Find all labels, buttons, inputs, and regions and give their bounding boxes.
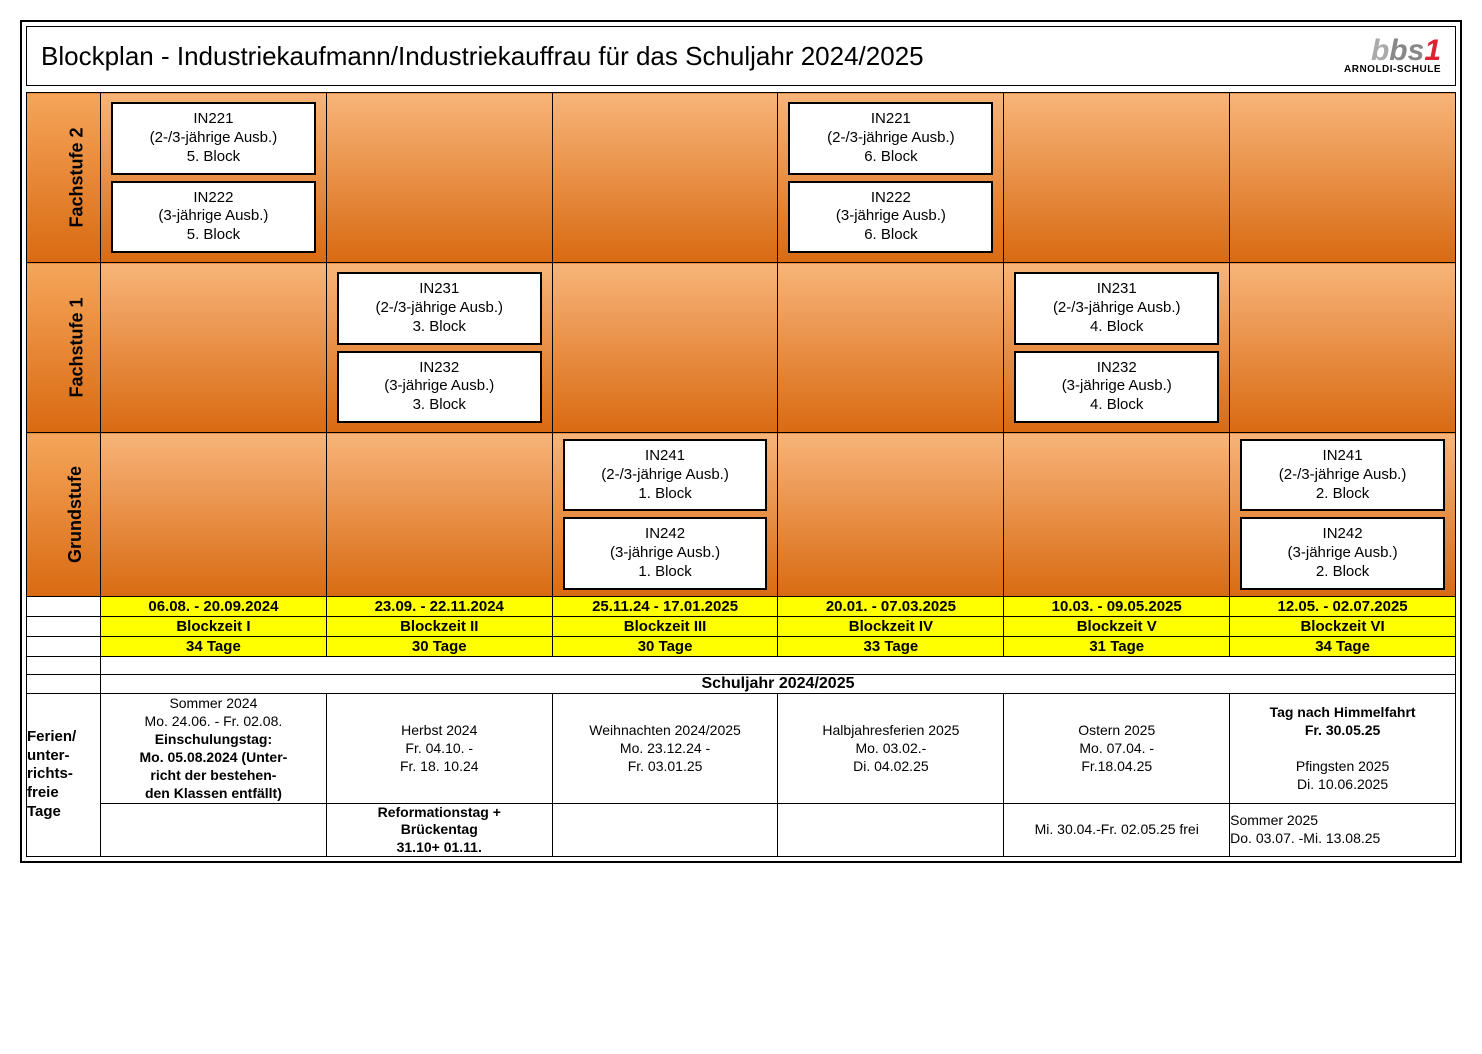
holiday-cell: [101, 803, 327, 857]
period-days: 34 Tage: [1230, 636, 1456, 656]
stage-cell: [1004, 433, 1230, 597]
stage-cell: [778, 433, 1004, 597]
class-block: IN221(2-/3-jährige Ausb.)6. Block: [788, 102, 993, 174]
stage-cell: [1004, 93, 1230, 263]
period-dates: 06.08. - 20.09.2024: [101, 596, 327, 616]
class-block: IN241(2-/3-jährige Ausb.)2. Block: [1240, 439, 1445, 511]
holidays-label: Ferien/unter-richts-freieTage: [27, 693, 101, 857]
class-block: IN241(2-/3-jährige Ausb.)1. Block: [563, 439, 768, 511]
stage-cell: IN231(2-/3-jährige Ausb.)4. BlockIN232(3…: [1004, 263, 1230, 433]
holiday-cell: Ostern 2025Mo. 07.04. -Fr.18.04.25: [1004, 693, 1230, 803]
stage-label: Fachstufe 2: [27, 93, 101, 263]
period-dates: 12.05. - 02.07.2025: [1230, 596, 1456, 616]
stage-cell: IN221(2-/3-jährige Ausb.)6. BlockIN222(3…: [778, 93, 1004, 263]
period-dates: 10.03. - 09.05.2025: [1004, 596, 1230, 616]
period-dates: 25.11.24 - 17.01.2025: [552, 596, 778, 616]
period-names: Blockzeit I: [101, 616, 327, 636]
holiday-cell: Sommer 2024Mo. 24.06. - Fr. 02.08.Einsch…: [101, 693, 327, 803]
period-days: 30 Tage: [326, 636, 552, 656]
stage-cell: IN241(2-/3-jährige Ausb.)2. BlockIN242(3…: [1230, 433, 1456, 597]
stage-cell: [1230, 93, 1456, 263]
class-block: IN231(2-/3-jährige Ausb.)3. Block: [337, 272, 542, 344]
schoolyear-label: Schuljahr 2024/2025: [101, 674, 1456, 693]
class-block: IN242(3-jährige Ausb.)1. Block: [563, 517, 768, 589]
period-days: 30 Tage: [552, 636, 778, 656]
period-names: Blockzeit V: [1004, 616, 1230, 636]
stage-label: Fachstufe 1: [27, 263, 101, 433]
holiday-cell: Weihnachten 2024/2025Mo. 23.12.24 -Fr. 0…: [552, 693, 778, 803]
class-block: IN232(3-jährige Ausb.)4. Block: [1014, 351, 1219, 423]
header: Blockplan - Industriekaufmann/Industriek…: [26, 26, 1456, 86]
holiday-cell: Herbst 2024Fr. 04.10. -Fr. 18. 10.24: [326, 693, 552, 803]
class-block: IN221(2-/3-jährige Ausb.)5. Block: [111, 102, 316, 174]
holiday-cell: Mi. 30.04.-Fr. 02.05.25 frei: [1004, 803, 1230, 857]
class-block: IN242(3-jährige Ausb.)2. Block: [1240, 517, 1445, 589]
stage-label: Grundstufe: [27, 433, 101, 597]
stage-cell: [101, 263, 327, 433]
period-days: 31 Tage: [1004, 636, 1230, 656]
block-plan-table: Fachstufe 2IN221(2-/3-jährige Ausb.)5. B…: [26, 92, 1456, 857]
stage-cell: IN231(2-/3-jährige Ausb.)3. BlockIN232(3…: [326, 263, 552, 433]
stage-cell: [326, 93, 552, 263]
stage-cell: [326, 433, 552, 597]
period-names: Blockzeit II: [326, 616, 552, 636]
holiday-cell: Tag nach HimmelfahrtFr. 30.05.25Pfingste…: [1230, 693, 1456, 803]
stage-cell: [552, 263, 778, 433]
school-logo: bbs1 ARNOLDI-SCHULE: [1344, 37, 1441, 75]
period-names: Blockzeit IV: [778, 616, 1004, 636]
holiday-cell: Halbjahresferien 2025Mo. 03.02.-Di. 04.0…: [778, 693, 1004, 803]
class-block: IN231(2-/3-jährige Ausb.)4. Block: [1014, 272, 1219, 344]
class-block: IN222(3-jährige Ausb.)6. Block: [788, 181, 993, 253]
stage-cell: [778, 263, 1004, 433]
stage-cell: [552, 93, 778, 263]
holiday-cell: [778, 803, 1004, 857]
class-block: IN232(3-jährige Ausb.)3. Block: [337, 351, 542, 423]
period-dates: 23.09. - 22.11.2024: [326, 596, 552, 616]
stage-cell: IN221(2-/3-jährige Ausb.)5. BlockIN222(3…: [101, 93, 327, 263]
stage-cell: [101, 433, 327, 597]
document-frame: Blockplan - Industriekaufmann/Industriek…: [20, 20, 1462, 863]
holiday-cell: [552, 803, 778, 857]
period-names: Blockzeit VI: [1230, 616, 1456, 636]
period-dates: 20.01. - 07.03.2025: [778, 596, 1004, 616]
period-days: 33 Tage: [778, 636, 1004, 656]
holiday-cell: Sommer 2025Do. 03.07. -Mi. 13.08.25: [1230, 803, 1456, 857]
stage-cell: [1230, 263, 1456, 433]
page-title: Blockplan - Industriekaufmann/Industriek…: [41, 41, 924, 72]
holiday-cell: Reformationstag +Brückentag31.10+ 01.11.: [326, 803, 552, 857]
period-days: 34 Tage: [101, 636, 327, 656]
stage-cell: IN241(2-/3-jährige Ausb.)1. BlockIN242(3…: [552, 433, 778, 597]
class-block: IN222(3-jährige Ausb.)5. Block: [111, 181, 316, 253]
period-names: Blockzeit III: [552, 616, 778, 636]
